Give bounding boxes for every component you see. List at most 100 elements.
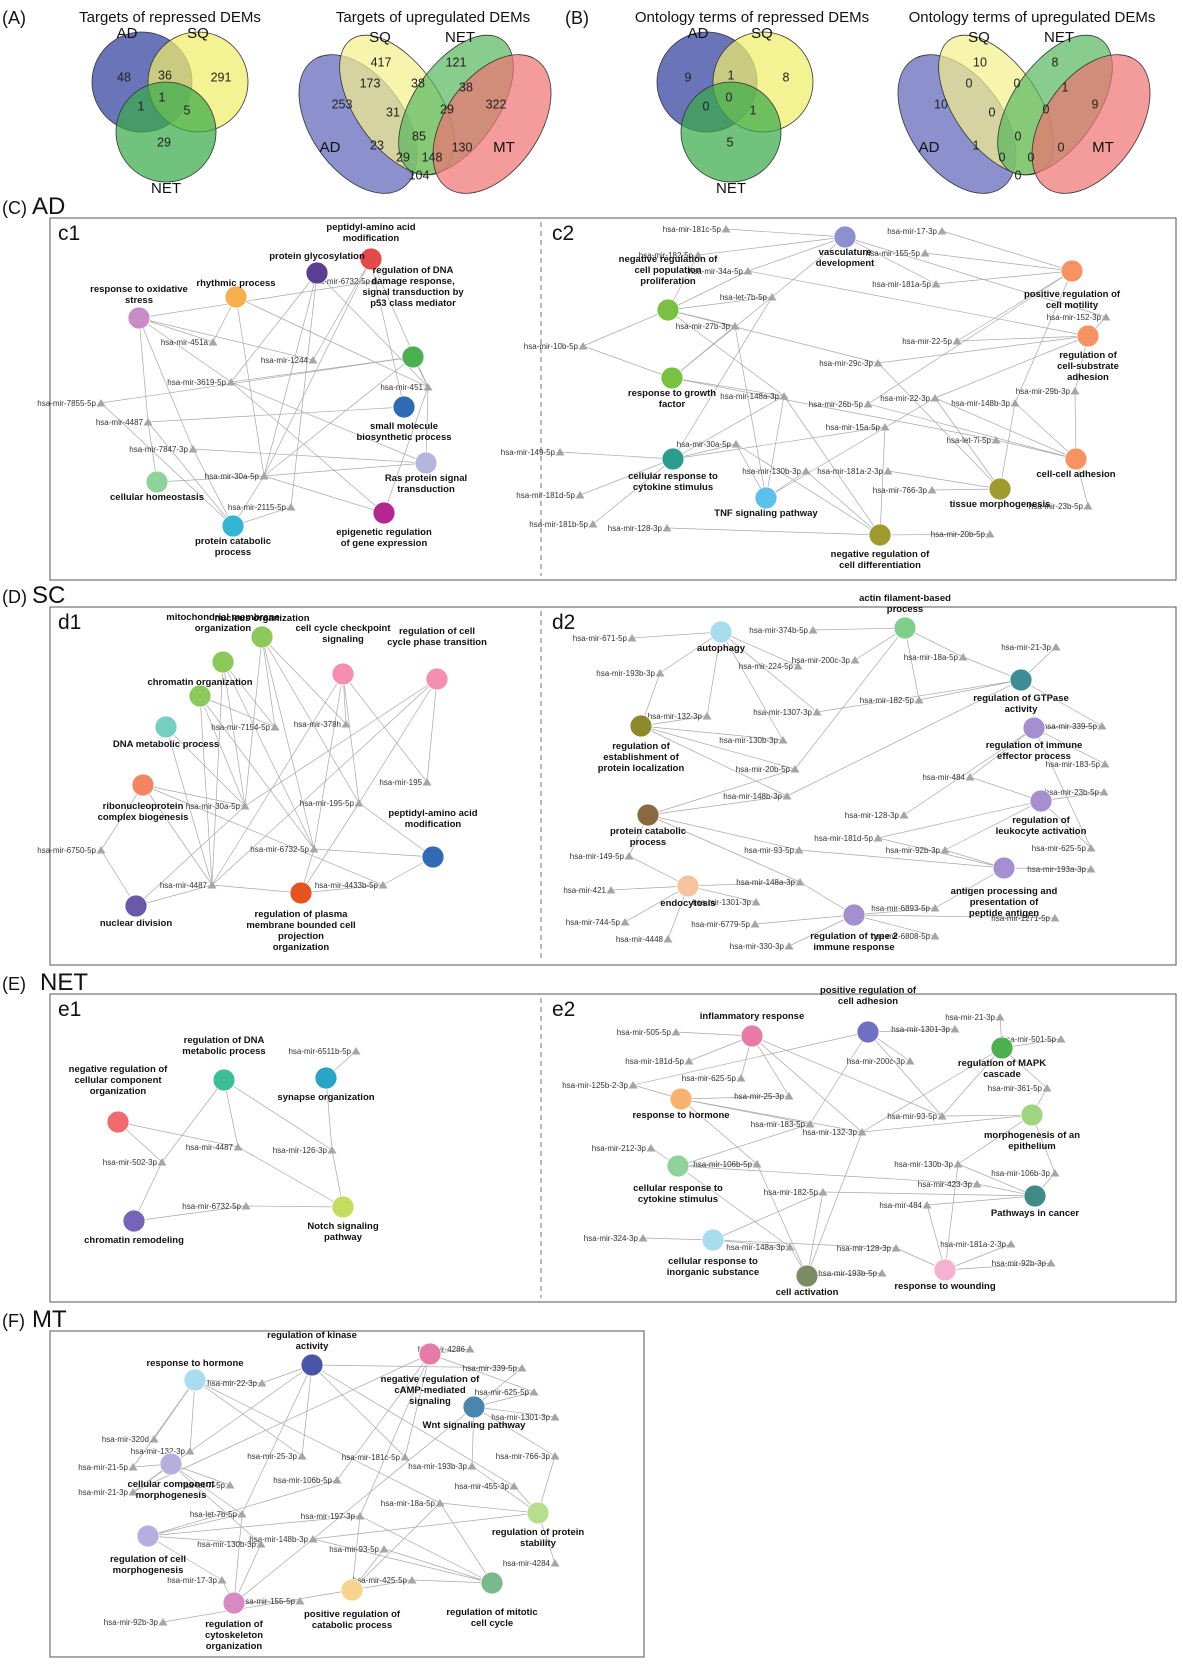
term-circle xyxy=(629,714,653,738)
mirna-triangle-icon xyxy=(991,436,1001,444)
mirna-node-hsa-mir-502-3p: hsa-mir-502-3p xyxy=(103,1158,167,1167)
term-circle xyxy=(1009,668,1033,692)
venn-b2-value-ad-mt: 0 xyxy=(1015,168,1022,182)
edge xyxy=(647,795,788,816)
edge xyxy=(359,1353,431,1517)
venn-a2-value-ad-net: 23 xyxy=(370,138,384,152)
term-circle xyxy=(212,1068,236,1092)
mirna-node-hsa-mir-1271-5p: hsa-mir-1271-5p xyxy=(991,914,1060,923)
mirna-node-hsa-mir-148b-3p: hsa-mir-148b-3p xyxy=(723,792,792,801)
edge xyxy=(941,1114,1033,1117)
mirna-label: hsa-mir-18a-5p xyxy=(904,653,959,662)
mirna-label: hsa-mir-339-5p xyxy=(463,1364,518,1373)
mirna-label: hsa-mir-128-3p xyxy=(837,1244,892,1253)
mirna-node-hsa-mir-20b-5p: hsa-mir-20b-5p xyxy=(736,765,800,774)
mirna-label: hsa-mir-29c-3p xyxy=(819,359,873,368)
term-node-cellular-homeostasis: cellular homeostasis xyxy=(110,470,204,503)
term-label: peptidyl-amino acid modification xyxy=(326,222,415,244)
venn-b2-label-net: NET xyxy=(1044,29,1074,46)
mirna-node-hsa-mir-625-5p: hsa-mir-625-5p xyxy=(1032,844,1096,853)
mirna-triangle-icon xyxy=(805,1120,815,1128)
mirna-label: hsa-mir-155-5p xyxy=(866,249,921,258)
mirna-triangle-icon xyxy=(588,520,598,528)
mirna-triangle-icon xyxy=(624,852,634,860)
term-label: negative regulation of cell differentiati… xyxy=(831,549,931,571)
edge xyxy=(290,272,318,508)
mirna-triangle-icon xyxy=(606,886,616,894)
e2-edges xyxy=(632,1016,1062,1277)
mirna-triangle-icon xyxy=(767,293,777,301)
edge xyxy=(439,1502,493,1584)
term-node-pathways-in-cancer: Pathways in cancer xyxy=(991,1184,1079,1219)
edge xyxy=(138,280,376,319)
term-node-cell-cycle-checkpoint-signaling: cell cycle checkpoint signaling xyxy=(295,623,391,686)
mirna-triangle-icon xyxy=(529,1388,539,1396)
mirna-triangle-icon xyxy=(1056,1035,1066,1043)
term-circle xyxy=(1023,1184,1047,1208)
edge xyxy=(582,309,669,347)
mirna-triangle-icon xyxy=(225,1481,235,1489)
edge xyxy=(147,1535,262,1545)
subpanel-label-e1: e1 xyxy=(58,998,81,1021)
venn-b2-value-ad-sq: 0 xyxy=(966,76,973,90)
term-node-cell-activation: cell activation xyxy=(776,1264,839,1298)
mirna-node-hsa-mir-132-3p: hsa-mir-132-3p xyxy=(131,1447,195,1456)
venn-a1-value-all: 1 xyxy=(159,90,166,104)
mirna-node-hsa-mir-181a-5p: hsa-mir-181a-5p xyxy=(872,280,941,289)
mirna-node-hsa-mir-374b-5p: hsa-mir-374b-5p xyxy=(749,626,818,635)
term-node-regulation-of-mapk-cascade: regulation of MAPK cascade xyxy=(958,1036,1046,1080)
mirna-triangle-icon xyxy=(627,634,637,642)
term-label: rhythmic process xyxy=(196,278,275,289)
mirna-triangle-icon xyxy=(655,669,665,677)
edge xyxy=(867,1028,956,1033)
mirna-triangle-icon xyxy=(927,486,937,494)
mirna-node-hsa-mir-92b-3p: hsa-mir-92b-3p xyxy=(886,846,950,855)
mirna-triangle-icon xyxy=(295,1597,305,1605)
mirna-triangle-icon xyxy=(646,1144,656,1152)
mirna-node-hsa-mir-23b-5p: hsa-mir-23b-5p xyxy=(1029,502,1093,511)
term-node-ribonucleoprotein-complex-biogenesis: ribonucleoprotein complex biogenesis xyxy=(98,773,188,823)
mirna-label: hsa-mir-6893-5p xyxy=(871,904,930,913)
term-circle xyxy=(305,261,329,285)
term-node-peptidyl-amino-acid-modification: peptidyl-amino acid modification xyxy=(388,808,478,869)
edge xyxy=(300,884,384,894)
mirna-label: hsa-mir-197-3p xyxy=(301,1512,356,1521)
mirna-triangle-icon xyxy=(750,920,760,928)
mirna-label: hsa-mir-148b-3p xyxy=(951,399,1010,408)
mirna-node-hsa-mir-10b-5p: hsa-mir-10b-5p xyxy=(524,342,588,351)
edge xyxy=(325,1077,333,1151)
edge xyxy=(867,270,1073,405)
mirna-label: hsa-mir-7154-5p xyxy=(211,723,270,732)
mirna-node-hsa-mir-26b-5p: hsa-mir-26b-5p xyxy=(809,400,873,409)
mirna-triangle-icon xyxy=(931,280,941,288)
term-label: endocytosis xyxy=(660,898,715,909)
mirna-node-hsa-mir-7154-5p: hsa-mir-7154-5p xyxy=(211,723,280,732)
term-circle xyxy=(709,620,733,644)
edge xyxy=(667,296,773,311)
term-node-rhythmic-process: rhythmic process xyxy=(196,278,276,309)
mirna-triangle-icon xyxy=(208,338,218,346)
edge xyxy=(211,678,438,886)
mirna-triangle-icon xyxy=(801,467,811,475)
mirna-node-hsa-mir-148a-3p: hsa-mir-148a-3p xyxy=(736,878,805,887)
mirna-node-hsa-mir-182-5p: hsa-mir-182-5p xyxy=(639,251,703,260)
mirna-node-hsa-mir-149-5p: hsa-mir-149-5p xyxy=(501,448,565,457)
mirna-triangle-icon xyxy=(327,1146,337,1154)
mirna-label: hsa-mir-193b-5p xyxy=(818,1269,877,1278)
mirna-label: hsa-mir-330-3p xyxy=(730,942,785,951)
mirna-label: hsa-mir-181a-2-3p xyxy=(940,1240,1006,1249)
panel-letter-b: (B) xyxy=(565,8,589,28)
mirna-triangle-icon xyxy=(1083,502,1093,510)
mirna-label: hsa-mir-181d-5p xyxy=(625,1057,684,1066)
mirna-label: hsa-mir-766-3p xyxy=(873,486,928,495)
term-node-regulation-of-immune-effector-process: regulation of immune effector process xyxy=(986,716,1082,762)
mirna-label: hsa-mir-4487 xyxy=(96,418,144,427)
term-node-cellular-response-to-cytokine-stimulus: cellular response to cytokine stimulus xyxy=(628,447,718,493)
edge xyxy=(230,272,318,383)
mirna-triangle-icon xyxy=(779,392,789,400)
term-circle xyxy=(124,894,148,918)
edge xyxy=(301,1364,313,1457)
venn-a2-value-all: 85 xyxy=(412,129,426,143)
term-label: Wnt signaling pathway xyxy=(423,1420,527,1431)
mirna-node-hsa-mir-25-3p: hsa-mir-25-3p xyxy=(734,1092,794,1101)
